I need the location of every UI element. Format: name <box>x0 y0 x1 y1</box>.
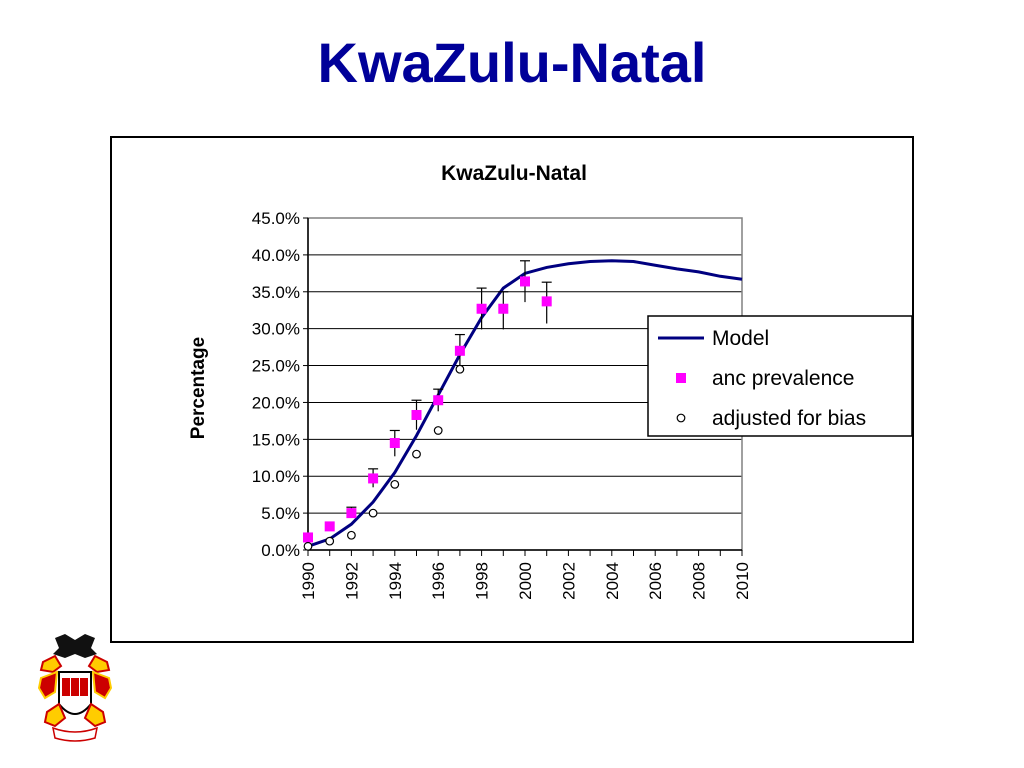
legend-swatch-adjusted <box>676 413 686 423</box>
x-tick-label: 2006 <box>646 562 665 600</box>
adjusted-for-bias-marker <box>433 426 443 435</box>
x-tick-label: 1998 <box>473 562 492 600</box>
anc-prevalence-marker <box>324 521 335 532</box>
y-tick-label: 20.0% <box>252 393 300 412</box>
legend: Model anc prevalence adjusted for bias <box>647 315 912 437</box>
x-tick-label: 1992 <box>342 562 361 600</box>
anc-prevalence-marker <box>411 409 422 420</box>
y-tick-label: 0.0% <box>261 541 300 560</box>
chart-title: KwaZulu-Natal <box>441 162 587 185</box>
x-tick-label: 2000 <box>516 562 535 600</box>
x-tick-label: 1990 <box>299 562 318 600</box>
series-layer <box>303 259 743 551</box>
y-axis-label: Percentage <box>188 337 209 439</box>
legend-box <box>647 315 912 437</box>
line-chart: KwaZulu-Natal Percentage 0.0% 5.0% 10.0% 15… <box>188 162 912 600</box>
anc-prevalence-marker <box>476 303 487 314</box>
anc-prevalence-marker <box>541 296 552 307</box>
y-tick-label: 25.0% <box>252 357 300 376</box>
y-tick-label: 15.0% <box>252 430 300 449</box>
x-tick-label: 1994 <box>386 562 405 600</box>
chart-frame: KwaZulu-Natal Percentage 0.0% 5.0% 10.0% 15… <box>110 136 914 643</box>
adjusted-for-bias-marker <box>412 449 421 459</box>
adjusted-for-bias-marker <box>455 364 465 374</box>
x-tick-label: 2010 <box>733 562 752 600</box>
anc-prevalence-marker <box>498 303 509 314</box>
legend-label: anc prevalence <box>712 367 854 390</box>
coat-of-arms-crest <box>37 634 113 742</box>
adjusted-for-bias-marker <box>303 541 313 551</box>
axes: 0.0% 5.0% 10.0% 15.0% 20.0% 25.0% 30.0% 35.0% 40… <box>252 209 752 600</box>
anc-prevalence-marker <box>303 532 313 543</box>
adjusted-for-bias-marker <box>325 536 335 546</box>
x-tick-label: 1996 <box>429 562 448 600</box>
x-tick-label: 2004 <box>603 562 622 600</box>
anc-prevalence-marker <box>454 345 465 356</box>
slide-title: KwaZulu-Natal <box>317 31 707 94</box>
y-tick-label: 5.0% <box>261 504 300 523</box>
legend-label: adjusted for bias <box>712 407 866 430</box>
adjusted-for-bias-marker <box>368 508 378 518</box>
anc-prevalence-marker <box>368 473 379 484</box>
anc-prevalence-marker <box>520 276 530 287</box>
anc-prevalence-marker <box>389 438 400 449</box>
y-tick-label: 40.0% <box>252 246 300 265</box>
anc-prevalence-marker <box>346 508 357 519</box>
y-tick-label: 45.0% <box>252 209 300 228</box>
legend-swatch-anc <box>676 373 686 383</box>
y-tick-label: 30.0% <box>252 320 300 339</box>
adjusted-for-bias-marker <box>390 479 400 489</box>
legend-label: Model <box>712 327 769 350</box>
x-tick-label: 2002 <box>559 562 578 600</box>
anc-prevalence-marker <box>433 395 444 406</box>
x-tick-label: 2008 <box>690 562 709 600</box>
y-tick-label: 10.0% <box>252 467 300 486</box>
y-tick-label: 35.0% <box>252 283 300 302</box>
adjusted-for-bias-marker <box>346 530 356 540</box>
